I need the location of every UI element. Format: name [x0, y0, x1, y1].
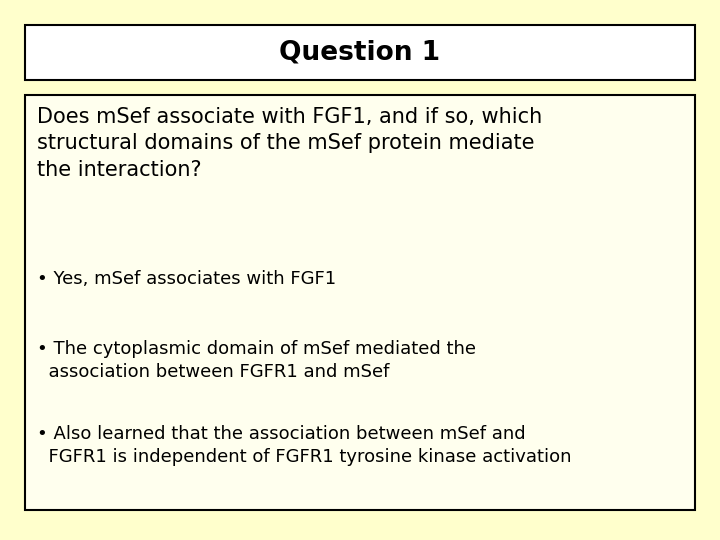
Text: • Also learned that the association between mSef and
  FGFR1 is independent of F: • Also learned that the association betw…: [37, 425, 572, 466]
FancyBboxPatch shape: [25, 95, 695, 510]
Text: • Yes, mSef associates with FGF1: • Yes, mSef associates with FGF1: [37, 270, 336, 288]
FancyBboxPatch shape: [25, 25, 695, 80]
Text: Does mSef associate with FGF1, and if so, which
structural domains of the mSef p: Does mSef associate with FGF1, and if so…: [37, 107, 542, 180]
Text: • The cytoplasmic domain of mSef mediated the
  association between FGFR1 and mS: • The cytoplasmic domain of mSef mediate…: [37, 340, 476, 381]
Text: Question 1: Question 1: [279, 39, 441, 65]
